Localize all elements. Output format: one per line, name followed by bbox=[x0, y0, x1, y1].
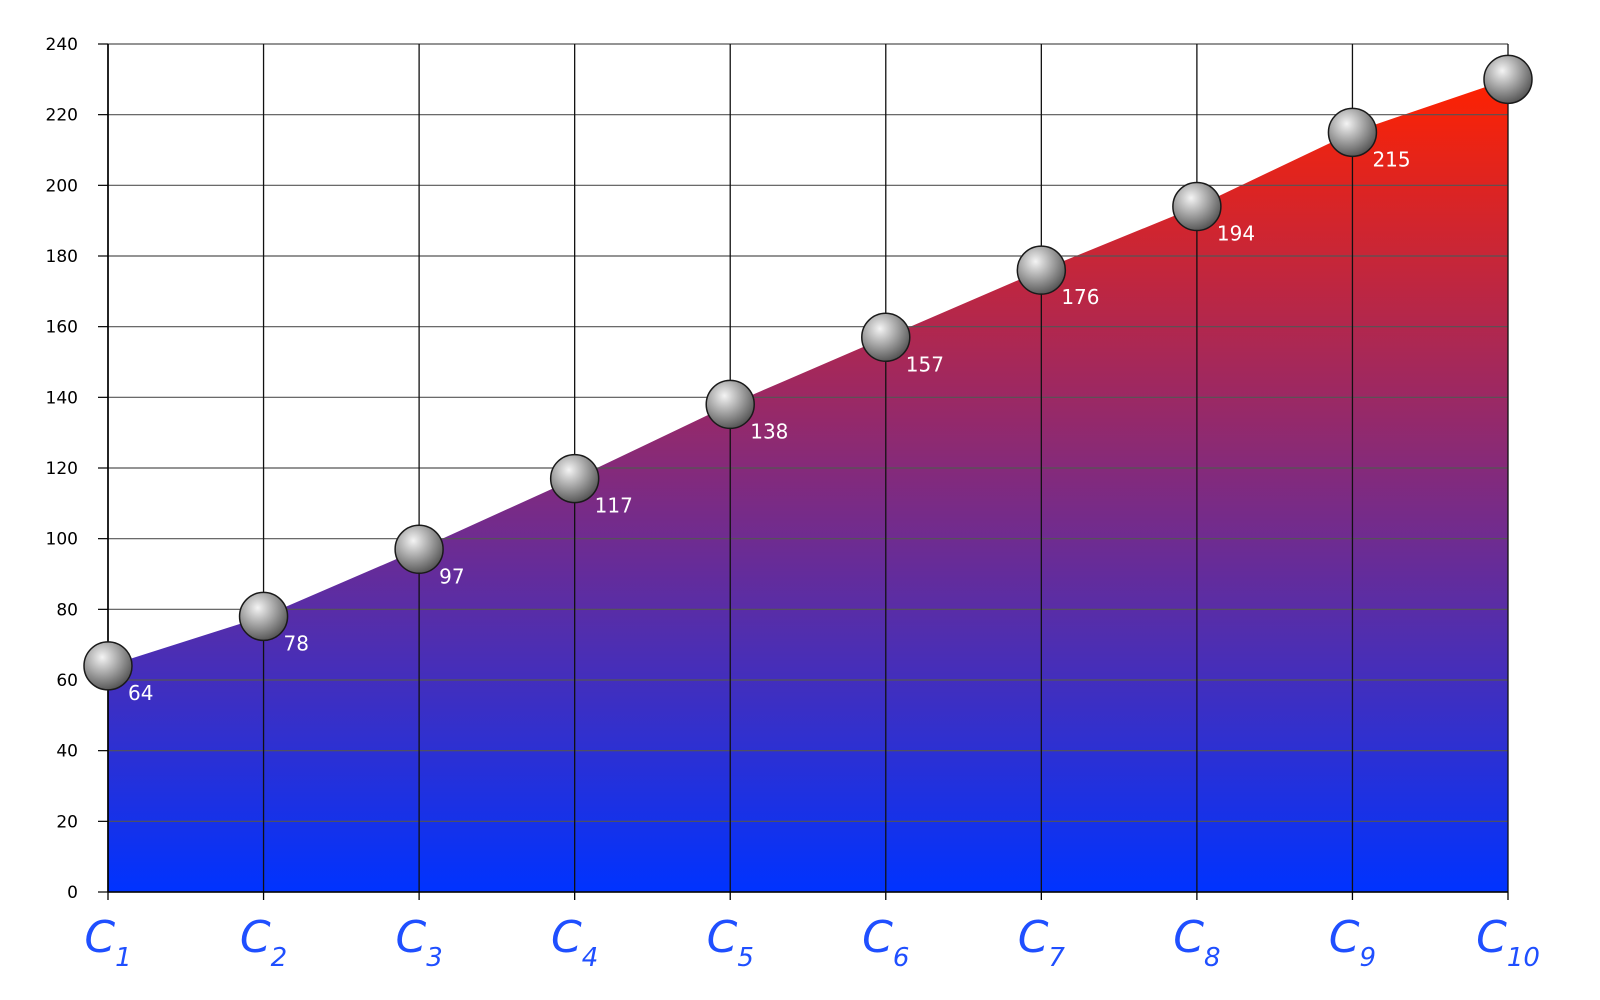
data-point-marker bbox=[1016, 245, 1067, 295]
x-tick-label: C2 bbox=[240, 912, 287, 973]
data-label: 157 bbox=[906, 352, 944, 376]
data-label: 138 bbox=[750, 419, 788, 443]
data-point-marker bbox=[1172, 181, 1222, 232]
data-label: 176 bbox=[1061, 285, 1099, 309]
y-tick-label: 200 bbox=[46, 176, 78, 196]
data-point-marker bbox=[705, 379, 755, 430]
label-layer: 64 78 97 117 138 157 176 194 215 bbox=[128, 147, 1411, 705]
x-tick-label: C4 bbox=[551, 912, 598, 973]
data-point-marker bbox=[861, 312, 911, 363]
data-point-marker bbox=[1327, 107, 1378, 158]
x-tick-label: C3 bbox=[395, 912, 442, 973]
x-tick-label: C8 bbox=[1173, 912, 1220, 973]
data-label: 194 bbox=[1217, 222, 1255, 246]
data-label: 78 bbox=[284, 631, 309, 655]
area-fill bbox=[108, 79, 1508, 893]
area-layer bbox=[108, 79, 1508, 893]
y-tick-label: 80 bbox=[56, 600, 78, 620]
y-tick-label: 220 bbox=[46, 106, 78, 126]
x-tick-label: C6 bbox=[862, 912, 909, 973]
x-tick-label: C7 bbox=[1018, 912, 1066, 973]
y-tick-label: 20 bbox=[56, 812, 78, 832]
data-point-marker bbox=[549, 453, 600, 504]
y-tick-label: 180 bbox=[46, 247, 78, 267]
axis-layer: 0 20 40 60 80 100 120 140 160 180 200 220 240 C1 C2 C3 C… bbox=[46, 35, 1540, 973]
data-label: 97 bbox=[439, 564, 464, 588]
data-point-marker bbox=[238, 591, 289, 642]
data-label: 117 bbox=[595, 494, 633, 518]
x-tick-label: C10 bbox=[1476, 912, 1540, 973]
data-point-marker bbox=[83, 641, 133, 691]
data-point-marker bbox=[394, 524, 444, 575]
y-tick-label: 120 bbox=[46, 459, 78, 479]
y-tick-label: 60 bbox=[56, 671, 78, 691]
x-tick-label: C1 bbox=[84, 912, 131, 973]
y-tick-label: 160 bbox=[46, 318, 78, 338]
data-label: 215 bbox=[1372, 147, 1410, 171]
y-tick-label: 40 bbox=[56, 742, 78, 762]
y-tick-label: 100 bbox=[46, 530, 78, 550]
y-tick-label: 240 bbox=[46, 35, 78, 55]
y-tick-label: 0 bbox=[67, 883, 78, 903]
data-label: 64 bbox=[128, 681, 153, 705]
marker-layer bbox=[83, 54, 1533, 691]
x-tick-label: C9 bbox=[1329, 912, 1376, 973]
data-point-marker bbox=[1483, 54, 1533, 105]
y-tick-label: 140 bbox=[46, 388, 78, 408]
x-tick-label: C5 bbox=[707, 912, 754, 973]
